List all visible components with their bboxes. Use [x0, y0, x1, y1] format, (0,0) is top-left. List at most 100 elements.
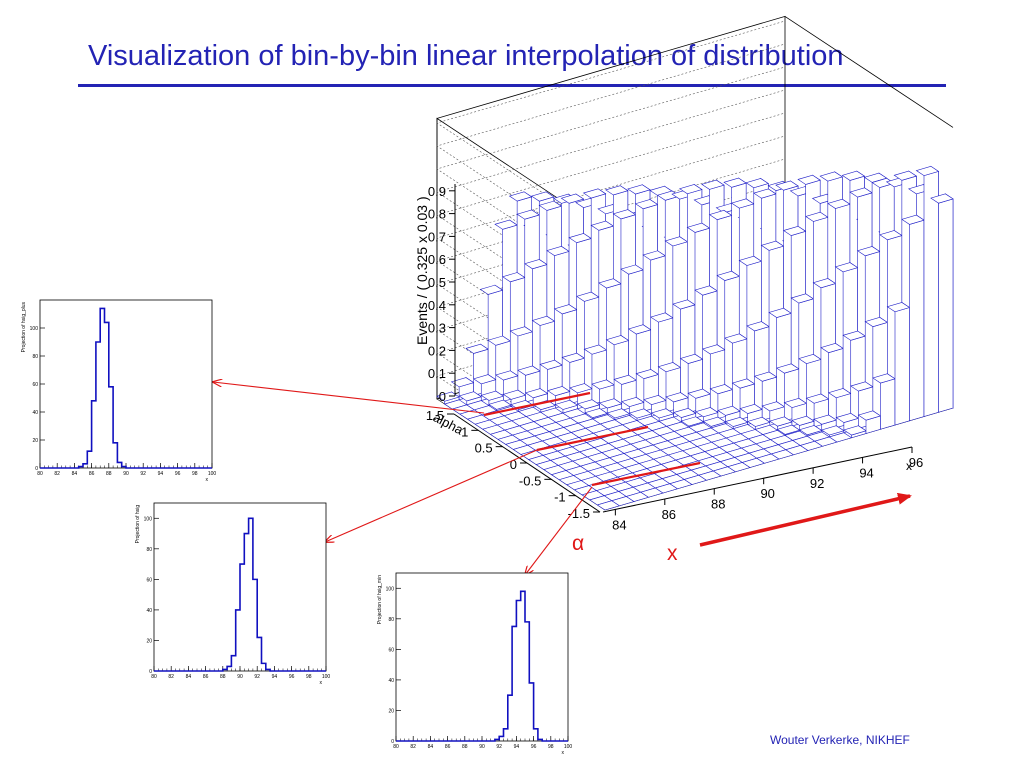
lego-bar-top	[790, 293, 815, 304]
mini-x-label: x	[320, 680, 323, 686]
mini-y-tick-label: 20	[388, 708, 394, 714]
gridline	[436, 158, 786, 373]
x-direction-arrow	[699, 492, 912, 547]
lego-bar-top	[694, 285, 718, 296]
mini-y-tick-label: 40	[388, 678, 394, 684]
lego-bar-top	[530, 191, 555, 202]
lego-bar-top	[827, 198, 851, 209]
gridline	[436, 89, 786, 304]
lego-bar-top	[538, 200, 563, 211]
mini-x-tick-label: 92	[140, 471, 146, 477]
gridline	[436, 112, 786, 327]
lego-bar-top	[857, 410, 882, 421]
gridline	[436, 250, 786, 465]
lego-bar-top	[501, 272, 526, 283]
lego-bar-top	[717, 405, 741, 416]
lego-bar-top	[791, 415, 815, 426]
mini-y-tick-label: 0	[35, 466, 38, 472]
lego-bar-top	[701, 344, 726, 355]
lego-bar-top	[576, 399, 601, 410]
mini-x-label: x	[562, 750, 565, 756]
mini-y-tick-label: 0	[391, 739, 394, 745]
x-tick-label: 90	[760, 486, 774, 501]
x-symbol: x	[667, 542, 678, 565]
projection-arrows	[213, 382, 912, 575]
lego-bar-top	[664, 236, 689, 247]
lego-bar-top	[627, 184, 651, 195]
mini-y-tick-label: 100	[386, 586, 395, 592]
lego-bar-top	[872, 373, 896, 384]
gridline	[436, 43, 786, 258]
lego-bar-front	[880, 378, 896, 430]
mini-x-tick-label: 88	[462, 744, 468, 750]
mini-x-tick-label: 94	[158, 471, 164, 477]
lego-bar-top	[724, 416, 749, 427]
lego-bar-top	[769, 416, 793, 427]
lego-bar-top	[546, 246, 570, 256]
lego-bar-top	[746, 321, 770, 332]
mini-x-tick-label: 98	[306, 674, 312, 680]
mini-y-tick-label: 100	[30, 326, 39, 332]
z-tick-label: 0.4	[428, 298, 446, 313]
lego-bar-top	[621, 397, 645, 407]
lego-bar-top	[686, 222, 711, 233]
slide-title: Visualization of bin-by-bin linear inter…	[88, 40, 844, 72]
title-underline	[78, 84, 946, 87]
lego-bar-top	[930, 193, 954, 204]
lego-bar-top	[584, 408, 608, 419]
mini-x-tick-label: 82	[410, 744, 416, 750]
mini-histogram	[40, 307, 212, 469]
lego-bar-top	[798, 354, 822, 364]
z-tick-label: 0.1	[428, 366, 446, 381]
mini-y-tick-label: 20	[146, 638, 152, 644]
lego-bar-top	[738, 255, 763, 266]
mini-x-tick-label: 100	[322, 674, 331, 680]
mini-x-tick-label: 86	[445, 744, 451, 750]
z-tick-label: 0.5	[428, 275, 446, 290]
lego-bar-top	[494, 219, 518, 230]
lego-bar-top	[472, 374, 497, 385]
lego-bar-top	[627, 324, 652, 335]
lego-bar-top	[613, 374, 637, 385]
lego-bar-top	[915, 165, 940, 176]
lego-bar-top	[828, 432, 853, 443]
mini-x-tick-label: 96	[531, 744, 537, 750]
projection-arrow	[213, 382, 485, 414]
lego-bar-top	[709, 384, 734, 395]
lego-bar-top	[760, 240, 785, 251]
mini-x-tick-label: 84	[428, 744, 434, 750]
lego-bar-top	[450, 377, 475, 388]
lego-bar-top	[679, 184, 703, 195]
lego-bar-top	[583, 344, 608, 355]
alpha-tick-label: 1.5	[426, 408, 444, 423]
mini-x-tick-label: 100	[208, 471, 217, 477]
mini-x-tick-label: 80	[393, 744, 399, 750]
alpha-tick-label: -1.5	[568, 506, 590, 521]
lego-bar-top	[812, 278, 837, 289]
lego-bar-top	[575, 291, 600, 302]
alpha-tick-label: -1	[554, 490, 566, 505]
mini-y-label: Projection of hsig_plus	[21, 302, 27, 353]
lego-bar-top	[479, 284, 504, 295]
mini-frame	[39, 299, 213, 469]
lego-bar-top	[871, 177, 895, 188]
alpha-tick-label: 1	[461, 424, 468, 439]
left-wall	[436, 117, 606, 399]
lego-bar-top	[783, 397, 808, 408]
lego-bar-top	[731, 378, 756, 389]
x-axis-label: x	[906, 459, 912, 473]
lego-bar-top	[724, 333, 748, 344]
lego-bar-top	[805, 393, 830, 404]
mini-x-tick-label: 84	[72, 471, 78, 477]
alpha-tick-label: -0.5	[519, 473, 541, 488]
projection-arrow	[525, 486, 593, 575]
lego-bar-top	[841, 170, 866, 181]
mini-y-tick-label: 40	[146, 608, 152, 614]
mini-x-tick-label: 92	[496, 744, 502, 750]
lego-bar-top	[775, 180, 799, 191]
lego-bar-top	[508, 191, 533, 202]
mini-x-tick-label: 96	[289, 674, 295, 680]
